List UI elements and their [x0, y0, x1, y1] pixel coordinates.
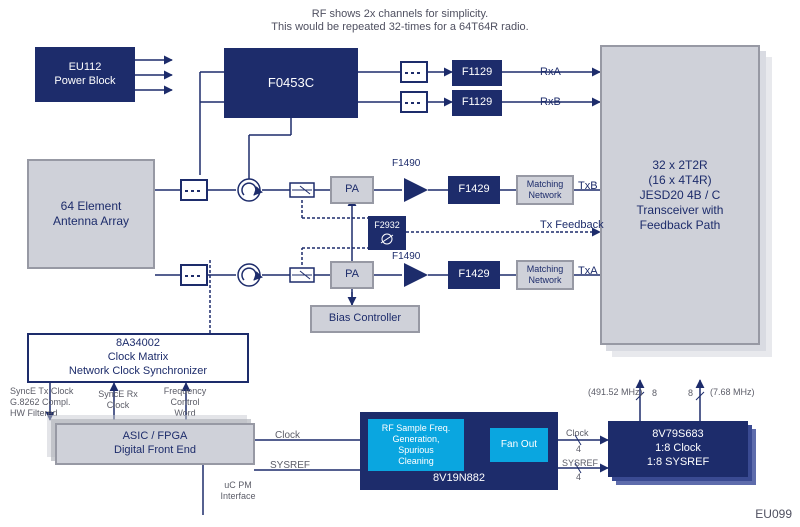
power-block: EU112 Power Block: [35, 47, 135, 102]
sysref-label2: SYSREF: [562, 458, 598, 469]
synce-tx-label: SyncE Tx Clock G.8262 Compl. HW Filtered: [10, 386, 88, 418]
dfe-label: ASIC / FPGA Digital Front End: [114, 430, 196, 458]
f1429-bot-label: F1429: [458, 268, 489, 282]
caption: RF shows 2x channels for simplicity. Thi…: [200, 8, 600, 34]
caption-line1: RF shows 2x channels for simplicity.: [200, 8, 600, 21]
f1490-bot-label: F1490: [392, 251, 420, 262]
pll-sub1-label: RF Sample Freq. Generation, Spurious Cle…: [382, 423, 451, 468]
eight-left: 8: [652, 388, 657, 399]
f1129-a-label: F1129: [462, 66, 492, 80]
match-bot: Matching Network: [516, 260, 574, 290]
uc-pm-label: uC PM Interface: [210, 480, 266, 502]
filter-icon: [400, 91, 428, 113]
txa-label: TxA: [578, 265, 598, 277]
transceiver-label: 32 x 2T2R (16 x 4T4R) JESD20 4B / C Tran…: [637, 158, 724, 233]
caption-line2: This would be repeated 32-times for a 64…: [200, 21, 600, 34]
rf-rx-block: F0453C: [224, 48, 358, 118]
antenna-array: 64 Element Antenna Array: [27, 159, 155, 269]
filter-icon: [400, 61, 428, 83]
pa-bot: PA: [330, 261, 374, 289]
match-bot-label: Matching Network: [527, 264, 564, 287]
doc-id: EU099: [755, 507, 792, 521]
rate-left: (491.52 MHz): [588, 387, 643, 398]
dfe-block: ASIC / FPGA Digital Front End: [55, 423, 255, 465]
four-bot: 4: [576, 472, 581, 483]
f1129-a: F1129: [452, 60, 502, 86]
pll-sub2: Fan Out: [490, 428, 548, 462]
bias-label: Bias Controller: [329, 312, 401, 326]
pll-name: 8V19N882: [362, 472, 556, 486]
switch-block: F2932: [368, 216, 406, 250]
clock-label2: Clock: [566, 428, 589, 439]
match-top-label: Matching Network: [527, 179, 564, 202]
match-top: Matching Network: [516, 175, 574, 205]
sysref-label-dfe: SYSREF: [270, 460, 310, 472]
rxb-label: RxB: [540, 96, 561, 108]
clock-matrix-label: 8A34002 Clock Matrix Network Clock Synch…: [69, 337, 207, 378]
f1129-b: F1129: [452, 90, 502, 116]
pa-top-label: PA: [345, 183, 359, 197]
rxa-label: RxA: [540, 66, 561, 78]
freq-ctrl-label: Frequency Control Word: [156, 386, 214, 418]
filter-icon: [180, 264, 208, 286]
pa-bot-label: PA: [345, 268, 359, 282]
synce-rx-label: SyncE Rx Clock: [92, 389, 144, 411]
rate-right: (7.68 MHz): [710, 387, 755, 398]
bias-controller: Bias Controller: [310, 305, 420, 333]
f1490-top-label: F1490: [392, 158, 420, 169]
eight-right: 8: [688, 388, 693, 399]
f1129-b-label: F1129: [462, 96, 492, 110]
clkbuf-label: 8V79S683 1:8 Clock 1:8 SYSREF: [647, 428, 709, 469]
f1429-top: F1429: [448, 176, 500, 204]
f1429-top-label: F1429: [458, 183, 489, 197]
txb-label: TxB: [578, 180, 598, 192]
filter-icon: [180, 179, 208, 201]
clock-matrix: 8A34002 Clock Matrix Network Clock Synch…: [27, 333, 249, 383]
four-top: 4: [576, 444, 581, 455]
f1429-bot: F1429: [448, 261, 500, 289]
clkbuf-block: 8V79S683 1:8 Clock 1:8 SYSREF: [608, 421, 748, 477]
transceiver-block: 32 x 2T2R (16 x 4T4R) JESD20 4B / C Tran…: [600, 45, 760, 345]
pll-sub1: RF Sample Freq. Generation, Spurious Cle…: [368, 419, 464, 471]
pa-top: PA: [330, 176, 374, 204]
antenna-label: 64 Element Antenna Array: [53, 199, 129, 229]
rf-rx-label: F0453C: [268, 75, 314, 91]
switch-label: F2932: [374, 220, 400, 231]
pll-sub2-label: Fan Out: [501, 439, 537, 452]
clock-label-dfe: Clock: [275, 430, 300, 442]
power-block-label: EU112 Power Block: [54, 61, 115, 89]
txfb-label: Tx Feedback: [540, 219, 604, 231]
